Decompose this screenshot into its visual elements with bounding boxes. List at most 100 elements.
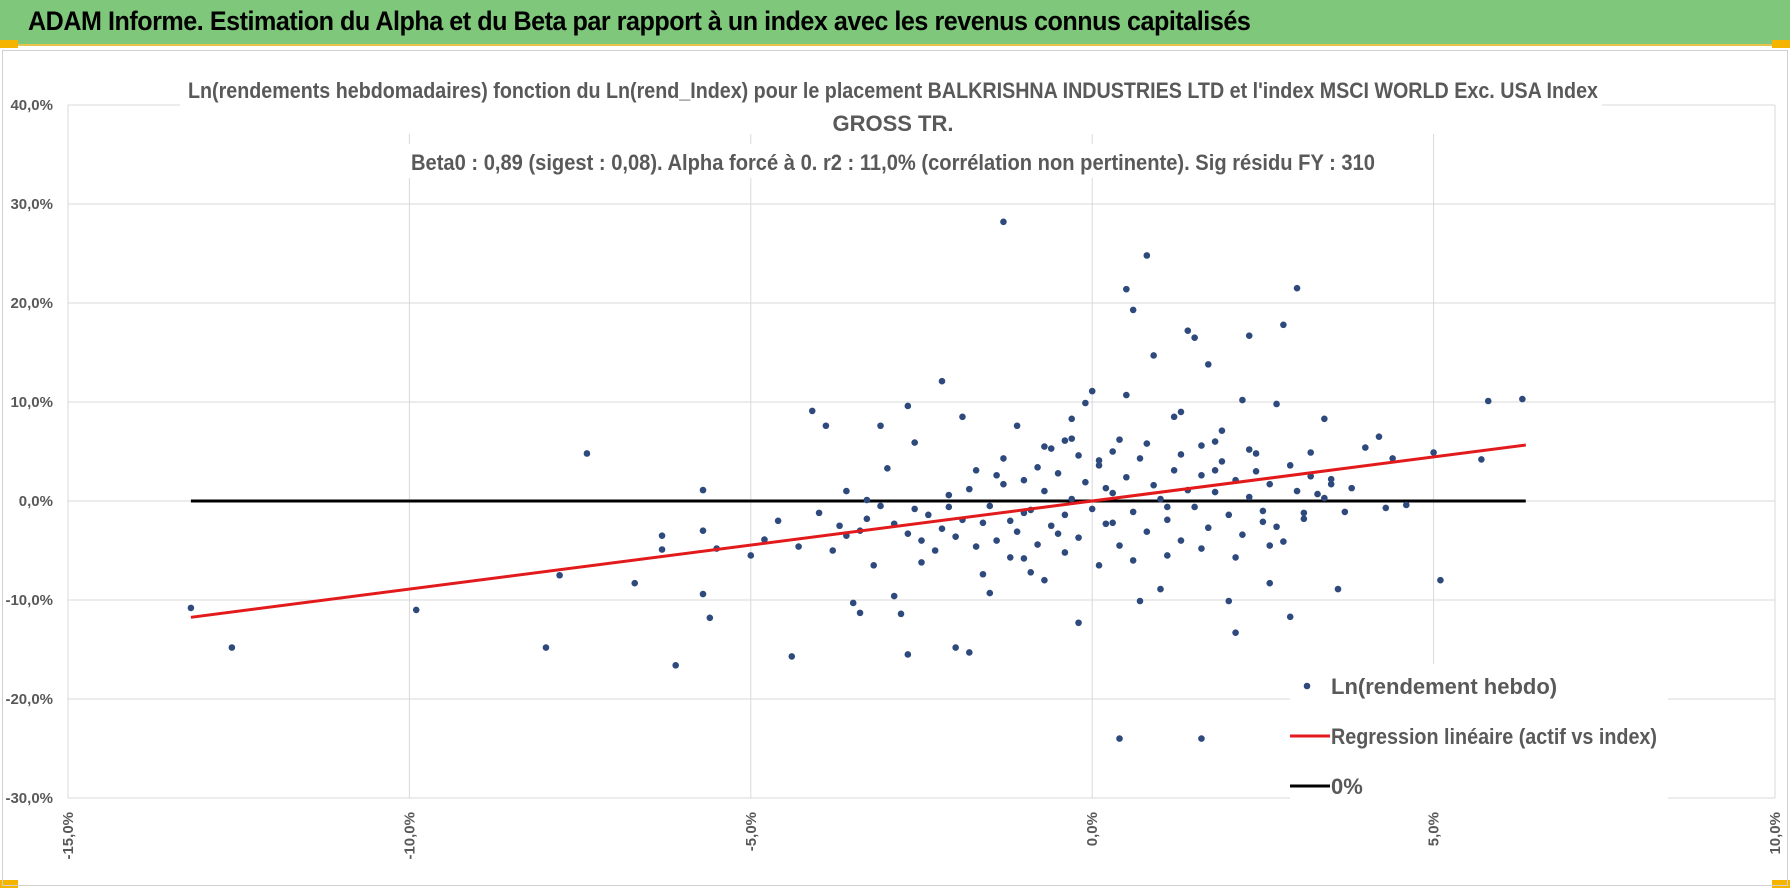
data-point: [583, 450, 591, 457]
data-point: [945, 491, 953, 499]
data-point: [1041, 487, 1048, 495]
data-point: [1198, 471, 1205, 479]
data-point: [1259, 507, 1267, 515]
y-tick-label: 40,0%: [10, 97, 53, 114]
data-point: [1047, 445, 1055, 452]
chart-title-line-2: GROSS TR.: [832, 111, 953, 136]
data-point: [1164, 516, 1171, 524]
data-point: [849, 599, 857, 607]
data-point: [1061, 549, 1069, 556]
corner-marker-right: [1772, 40, 1790, 48]
data-point: [986, 589, 994, 597]
corner-marker-left: [0, 40, 18, 48]
data-point: [979, 570, 987, 578]
data-point: [1000, 480, 1007, 488]
y-tick-label: 30,0%: [10, 196, 53, 213]
data-point: [1341, 508, 1349, 516]
data-point: [1177, 408, 1185, 416]
data-point: [965, 485, 973, 493]
x-tick-label: 0,0%: [1084, 812, 1101, 846]
x-tick-label: 5,0%: [1426, 812, 1443, 846]
y-tick-label: 0,0%: [19, 493, 53, 510]
data-point: [1362, 444, 1369, 451]
data-point: [863, 515, 871, 523]
data-point: [542, 644, 550, 651]
data-point: [972, 543, 980, 550]
data-point: [1136, 455, 1144, 462]
data-point: [1280, 538, 1287, 545]
chart-frame: [2, 50, 1788, 886]
data-point: [1054, 530, 1062, 537]
data-point: [1198, 545, 1205, 552]
data-point: [1218, 458, 1226, 465]
legend: Ln(rendement hebdo) Regression linéaire …: [1290, 664, 1668, 804]
data-point: [1123, 391, 1130, 399]
data-point: [1041, 576, 1048, 584]
data-point: [556, 571, 563, 579]
data-point: [1075, 452, 1082, 459]
y-tick-label: -10,0%: [5, 592, 53, 609]
data-point: [918, 559, 925, 566]
data-point: [1088, 387, 1096, 395]
data-point: [1150, 481, 1157, 489]
data-point: [1245, 332, 1253, 339]
chart-title-background-1: [180, 72, 1602, 134]
data-point: [1191, 503, 1198, 511]
corner-marker-bottom-right: [1772, 880, 1790, 888]
data-point: [1300, 515, 1308, 523]
data-point: [1123, 285, 1130, 293]
data-point: [1068, 415, 1076, 423]
data-point: [1061, 511, 1069, 519]
data-point: [1034, 541, 1041, 548]
data-point: [1088, 505, 1096, 513]
x-tick-label: -5,0%: [743, 812, 760, 851]
data-point: [843, 487, 850, 495]
chart-title-group: Ln(rendements hebdomadaires) fonction du…: [180, 72, 1602, 178]
data-point: [1218, 427, 1226, 435]
data-point: [1170, 467, 1178, 474]
data-point: [938, 525, 946, 533]
data-point: [1075, 534, 1082, 541]
data-point: [1020, 555, 1028, 562]
data-point: [945, 503, 953, 511]
data-point: [918, 537, 925, 544]
data-point: [815, 509, 823, 517]
data-point: [1327, 480, 1335, 488]
data-point: [1402, 501, 1410, 509]
data-point: [877, 502, 884, 510]
data-point: [884, 465, 891, 472]
data-point: [1252, 468, 1260, 475]
data-point: [1116, 542, 1123, 549]
data-point: [1198, 735, 1205, 742]
axis-tick-labels: -30,0% -20,0% -10,0% 0,0% 10,0% 20,0% 30,0% 40,…: [5, 97, 1784, 860]
data-point: [890, 592, 898, 600]
data-point: [1109, 519, 1116, 527]
data-point: [412, 606, 420, 614]
data-point: [1047, 522, 1055, 530]
data-point: [1211, 438, 1219, 445]
data-point: [1348, 484, 1355, 492]
data-point: [877, 422, 884, 430]
data-point: [1184, 327, 1192, 335]
x-tick-label: -10,0%: [401, 812, 418, 860]
data-point: [1225, 597, 1233, 605]
data-point: [1177, 451, 1185, 458]
y-tick-label: 10,0%: [10, 394, 53, 411]
data-point: [1095, 462, 1103, 469]
data-point: [1116, 436, 1123, 443]
data-point: [1013, 422, 1021, 430]
data-point: [1239, 396, 1246, 404]
data-point: [938, 377, 946, 385]
data-point: [1191, 334, 1198, 341]
legend-label-regression: Regression linéaire (actif vs index): [1331, 724, 1657, 749]
data-point: [1225, 511, 1233, 519]
data-point: [1321, 415, 1328, 423]
data-point: [808, 407, 816, 415]
data-point: [187, 604, 195, 612]
data-point: [788, 653, 796, 660]
data-point: [1109, 489, 1116, 497]
data-point: [1232, 554, 1239, 561]
data-point: [1157, 495, 1164, 503]
data-point: [672, 662, 679, 669]
